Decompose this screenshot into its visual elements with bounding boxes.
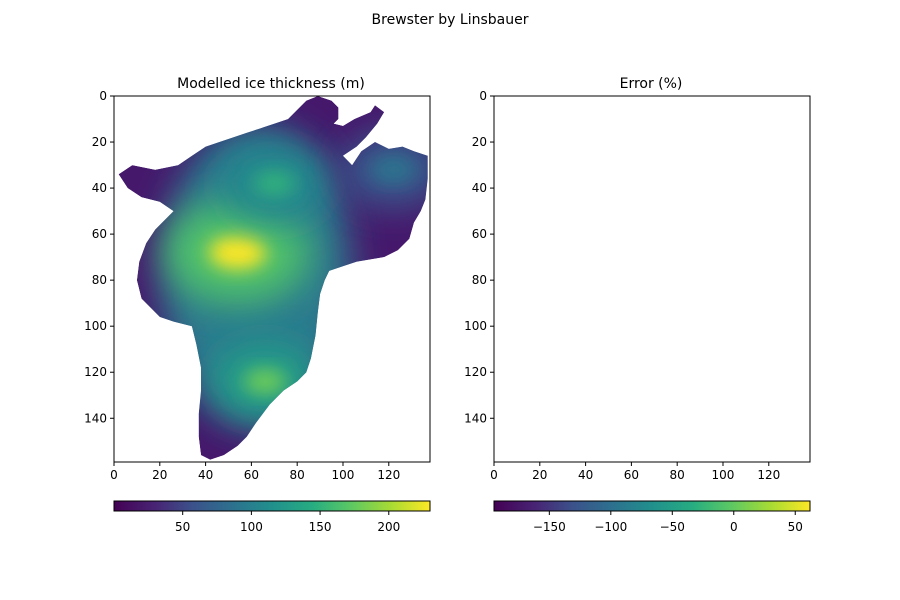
thickness-plot-frame (113, 95, 431, 463)
error-colorbar-tick-label: 0 (730, 520, 738, 534)
thickness-y-tick-label: 0 (99, 89, 107, 103)
thickness-x-tick-label: 0 (110, 468, 118, 482)
thickness-field (160, 125, 428, 426)
thickness-peak-core (253, 171, 296, 196)
thickness-x-tick-label: 100 (332, 468, 355, 482)
error-y-tick-label: 60 (472, 227, 487, 241)
thickness-y-tick-label: 20 (92, 135, 107, 149)
error-y-tick-label: 40 (472, 181, 487, 195)
error-x-tick-label: 100 (712, 468, 735, 482)
error-y-tick-label: 0 (479, 89, 487, 103)
thickness-x-ticks: 0 20 40 60 80 100 120 (110, 462, 400, 482)
thickness-x-tick-label: 80 (290, 468, 305, 482)
error-x-tick-label: 20 (532, 468, 547, 482)
error-y-ticks: 0 20 40 60 80 100 120 140 (464, 89, 494, 425)
thickness-colorbar-tick-label: 200 (377, 520, 400, 534)
error-y-tick-label: 80 (472, 273, 487, 287)
error-x-tick-label: 0 (490, 468, 498, 482)
thickness-colorbar-tick-label: 100 (240, 520, 263, 534)
thickness-peak-core (209, 235, 267, 270)
error-y-tick-label: 100 (464, 319, 487, 333)
error-x-tick-label: 40 (578, 468, 593, 482)
thickness-x-tick-label: 60 (244, 468, 259, 482)
thickness-x-tick-label: 120 (377, 468, 400, 482)
thickness-panel: Modelled ice thickness (m) 0 20 40 60 80 100 1… (84, 76, 431, 482)
error-colorbar-tick-label: −150 (533, 520, 566, 534)
thickness-y-tick-label: 80 (92, 273, 107, 287)
error-y-tick-label: 20 (472, 135, 487, 149)
error-panel-title: Error (%) (620, 76, 683, 92)
error-panel: Error (%) 0 20 40 60 80 100 120 0 20 40 60 80 100 12… (464, 76, 811, 482)
thickness-panel-title: Modelled ice thickness (m) (177, 76, 365, 92)
error-x-tick-label: 80 (670, 468, 685, 482)
thickness-y-tick-label: 60 (92, 227, 107, 241)
thickness-peak-core (372, 157, 415, 182)
figure-title: Brewster by Linsbauer (372, 12, 529, 28)
error-x-tick-label: 60 (624, 468, 639, 482)
thickness-y-tick-label: 100 (84, 319, 107, 333)
thickness-colorbar: 50 100 150 200 (113, 500, 431, 534)
thickness-colorbar-gradient (113, 500, 431, 512)
error-colorbar-gradient (493, 500, 811, 512)
thickness-y-tick-label: 120 (84, 365, 107, 379)
thickness-colorbar-tick-label: 150 (309, 520, 332, 534)
error-colorbar-tick-label: −100 (594, 520, 627, 534)
error-colorbar-ticks: −150 −100 −50 0 50 (533, 511, 803, 534)
thickness-y-tick-label: 140 (84, 411, 107, 425)
thickness-y-ticks: 0 20 40 60 80 100 120 140 (84, 89, 114, 425)
thickness-x-tick-label: 20 (152, 468, 167, 482)
error-colorbar: −150 −100 −50 0 50 (493, 500, 811, 534)
error-colorbar-tick-label: −50 (660, 520, 685, 534)
error-y-tick-label: 120 (464, 365, 487, 379)
error-plot-area (493, 95, 811, 463)
thickness-x-tick-label: 40 (198, 468, 213, 482)
thickness-colorbar-tick-label: 50 (175, 520, 190, 534)
error-y-tick-label: 140 (464, 411, 487, 425)
thickness-colorbar-ticks: 50 100 150 200 (175, 511, 400, 534)
ice-thickness-map (118, 96, 428, 460)
error-x-tick-label: 120 (757, 468, 780, 482)
thickness-peak-core (244, 369, 287, 394)
error-colorbar-tick-label: 50 (788, 520, 803, 534)
error-x-ticks: 0 20 40 60 80 100 120 (490, 462, 780, 482)
thickness-y-tick-label: 40 (92, 181, 107, 195)
